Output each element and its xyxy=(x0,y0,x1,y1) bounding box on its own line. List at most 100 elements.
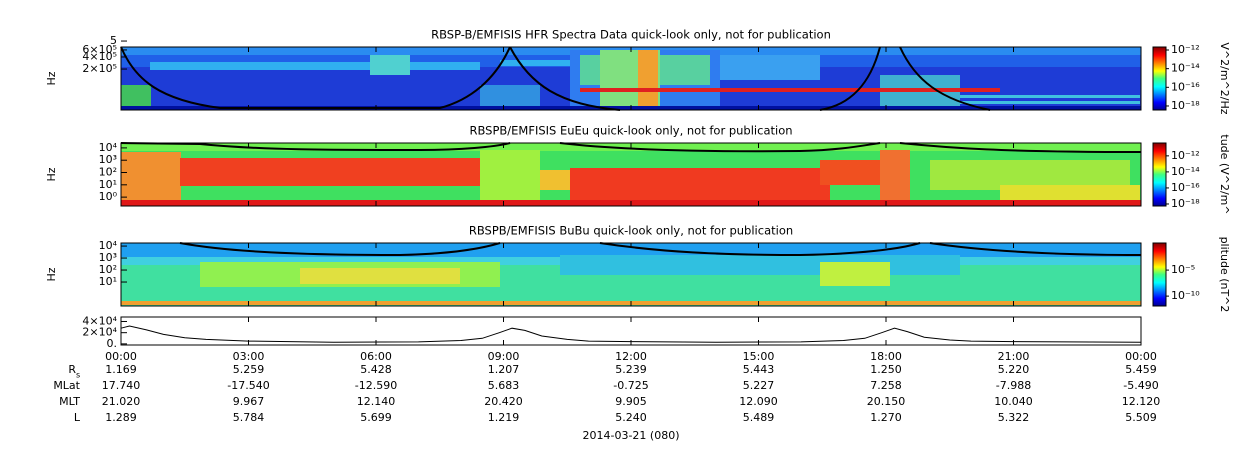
colorbar-tick-label: 10⁻¹⁶ xyxy=(1171,181,1200,194)
spectrogram-cell xyxy=(121,152,181,202)
ephemeris-value: 1.289 xyxy=(105,411,137,424)
cyclotron-curve xyxy=(120,142,511,152)
y-tick-label: 10² xyxy=(99,263,117,276)
colorbar-tick-label: 10⁻⁵ xyxy=(1171,263,1195,276)
x-tick-label: 00:00 xyxy=(1125,350,1157,363)
x-tick-label: 12:00 xyxy=(615,350,647,363)
ephemeris-value: -17.540 xyxy=(227,379,269,392)
y-tick-label: 5 xyxy=(110,34,117,47)
ephemeris-value: 7.258 xyxy=(870,379,902,392)
ephemeris-value: 1.219 xyxy=(488,411,520,424)
spectrogram-cell xyxy=(820,262,890,286)
spectrogram-cell xyxy=(560,255,960,275)
ephemeris-value: 5.428 xyxy=(360,363,392,376)
row-label: MLat xyxy=(53,379,80,392)
ephemeris-value: 1.250 xyxy=(870,363,902,376)
spectrogram-cell xyxy=(150,62,480,70)
spectrogram-cell xyxy=(960,95,1140,98)
y-tick-label: 2×10⁴ xyxy=(82,326,117,339)
colorbar-label: tude (V^2/m^ xyxy=(1218,134,1231,214)
y-tick-label: 10⁴ xyxy=(99,239,118,252)
y-tick-label: 10⁴ xyxy=(99,141,118,154)
row-label: R xyxy=(68,363,76,376)
ephemeris-value: 5.489 xyxy=(743,411,775,424)
x-tick-label: 18:00 xyxy=(870,350,902,363)
ephemeris-value: 12.140 xyxy=(357,395,396,408)
colorbar xyxy=(1152,142,1167,207)
ephemeris-value: 5.239 xyxy=(615,363,647,376)
ephemeris-value: 12.120 xyxy=(1122,395,1161,408)
spectrogram-cell xyxy=(121,85,151,110)
row-label-subscript: s xyxy=(76,371,80,380)
x-tick-label: 21:00 xyxy=(998,350,1030,363)
ephemeris-value: 5.227 xyxy=(743,379,775,392)
plot-frame xyxy=(120,242,1142,307)
y-tick-label: 10¹ xyxy=(99,275,117,288)
spectrogram-cell xyxy=(820,160,880,185)
x-tick-label: 00:00 xyxy=(105,350,137,363)
ephemeris-value: -5.490 xyxy=(1123,379,1158,392)
spectrogram-cell xyxy=(180,158,480,186)
row-label: MLT xyxy=(59,395,80,408)
spectrogram-cell xyxy=(1000,185,1140,200)
spectrogram-cell xyxy=(500,60,570,66)
ephemeris-value: -0.725 xyxy=(613,379,648,392)
colorbar-label: V^2/m^2/Hz xyxy=(1218,42,1231,114)
ephemeris-value: 5.459 xyxy=(1125,363,1157,376)
colorbar-tick-label: 10⁻¹⁶ xyxy=(1171,80,1200,93)
ephemeris-value: 1.270 xyxy=(870,411,902,424)
cyclotron-curve xyxy=(509,46,621,111)
ephemeris-value: 1.169 xyxy=(105,363,137,376)
cyclotron-curve xyxy=(929,242,1142,256)
x-tick-label: 09:00 xyxy=(488,350,520,363)
ephemeris-value: 21.020 xyxy=(102,395,141,408)
colorbar-tick-label: 10⁻¹² xyxy=(1171,149,1200,162)
colorbar xyxy=(1152,46,1167,111)
ephemeris-value: 5.259 xyxy=(233,363,265,376)
y-tick-label: 6×10⁵ xyxy=(82,43,117,56)
y-tick-label: 4×10⁵ xyxy=(82,50,117,63)
ephemeris-value: -7.988 xyxy=(996,379,1031,392)
y-tick-label: 4×10⁴ xyxy=(82,314,117,327)
ephemeris-value: 10.040 xyxy=(994,395,1033,408)
cyclotron-curve xyxy=(559,142,881,153)
y-tick-label: 10¹ xyxy=(99,178,117,191)
ephemeris-value: 5.509 xyxy=(1125,411,1157,424)
y-tick-label: 2×10⁵ xyxy=(82,62,117,75)
ephemeris-value: 5.443 xyxy=(743,363,775,376)
x-tick-label: 03:00 xyxy=(233,350,265,363)
row-label: L xyxy=(74,411,81,424)
spectrogram-cell xyxy=(480,150,540,200)
colorbar-tick-label: 10⁻¹⁰ xyxy=(1171,289,1200,302)
cyclotron-curve xyxy=(179,242,501,257)
plot-frame xyxy=(120,316,1142,346)
cyclotron-curve xyxy=(599,242,921,257)
ephemeris-value: 9.905 xyxy=(615,395,647,408)
colorbar-label: plitude (nT^2 xyxy=(1218,237,1231,313)
panel-title: RBSPB/EMFISIS EuEu quick-look only, not … xyxy=(469,124,792,138)
ephemeris-value: 5.220 xyxy=(998,363,1030,376)
y-tick-label: 10⁰ xyxy=(99,190,118,203)
y-tick-label: 0. xyxy=(107,337,118,350)
plot-frame xyxy=(120,46,1142,111)
colorbar-tick-label: 10⁻¹⁸ xyxy=(1171,99,1200,112)
spectrogram-cell xyxy=(580,88,1000,92)
ephemeris-value: 20.150 xyxy=(867,395,906,408)
ephemeris-value: 1.207 xyxy=(488,363,520,376)
spectrogram-cell xyxy=(880,75,960,110)
date-label: 2014-03-21 (080) xyxy=(582,429,679,442)
y-axis-label: Hz xyxy=(45,71,58,85)
cyclotron-curve xyxy=(819,46,881,111)
y-axis-label: Hz xyxy=(45,267,58,281)
ephemeris-value: 5.322 xyxy=(998,411,1030,424)
spectrogram-cell xyxy=(720,55,820,80)
y-tick-label: 10³ xyxy=(99,153,117,166)
x-tick-label: 15:00 xyxy=(743,350,775,363)
y-tick-label: 10³ xyxy=(99,251,117,264)
spectrogram-cell xyxy=(370,55,410,75)
spectrogram-cell xyxy=(960,101,1140,104)
ephemeris-value: 5.240 xyxy=(615,411,647,424)
colorbar-tick-label: 10⁻¹² xyxy=(1171,43,1200,56)
